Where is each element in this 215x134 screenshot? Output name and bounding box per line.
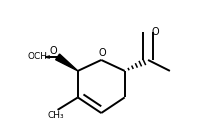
Text: CH₃: CH₃ [48,111,64,120]
Text: O: O [152,27,160,37]
Text: O: O [98,48,106,58]
Polygon shape [56,54,78,71]
Text: OCH₃: OCH₃ [27,52,51,61]
Text: O: O [49,46,57,56]
